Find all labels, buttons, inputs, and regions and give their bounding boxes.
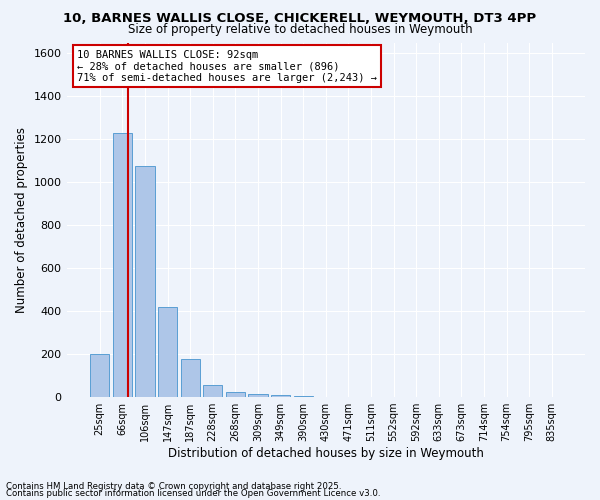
Bar bbox=[293, 396, 313, 397]
Text: 10 BARNES WALLIS CLOSE: 92sqm
← 28% of detached houses are smaller (896)
71% of : 10 BARNES WALLIS CLOSE: 92sqm ← 28% of d… bbox=[77, 50, 377, 83]
X-axis label: Distribution of detached houses by size in Weymouth: Distribution of detached houses by size … bbox=[168, 447, 484, 460]
Y-axis label: Number of detached properties: Number of detached properties bbox=[15, 127, 28, 313]
Bar bbox=[181, 360, 200, 397]
Bar bbox=[90, 354, 109, 397]
Text: 10, BARNES WALLIS CLOSE, CHICKERELL, WEYMOUTH, DT3 4PP: 10, BARNES WALLIS CLOSE, CHICKERELL, WEY… bbox=[64, 12, 536, 26]
Bar bbox=[113, 133, 132, 397]
Text: Size of property relative to detached houses in Weymouth: Size of property relative to detached ho… bbox=[128, 22, 472, 36]
Bar bbox=[203, 386, 223, 397]
Bar bbox=[271, 395, 290, 397]
Bar bbox=[248, 394, 268, 397]
Bar bbox=[158, 307, 177, 397]
Bar bbox=[136, 166, 155, 397]
Text: Contains public sector information licensed under the Open Government Licence v3: Contains public sector information licen… bbox=[6, 488, 380, 498]
Bar bbox=[226, 392, 245, 397]
Text: Contains HM Land Registry data © Crown copyright and database right 2025.: Contains HM Land Registry data © Crown c… bbox=[6, 482, 341, 491]
